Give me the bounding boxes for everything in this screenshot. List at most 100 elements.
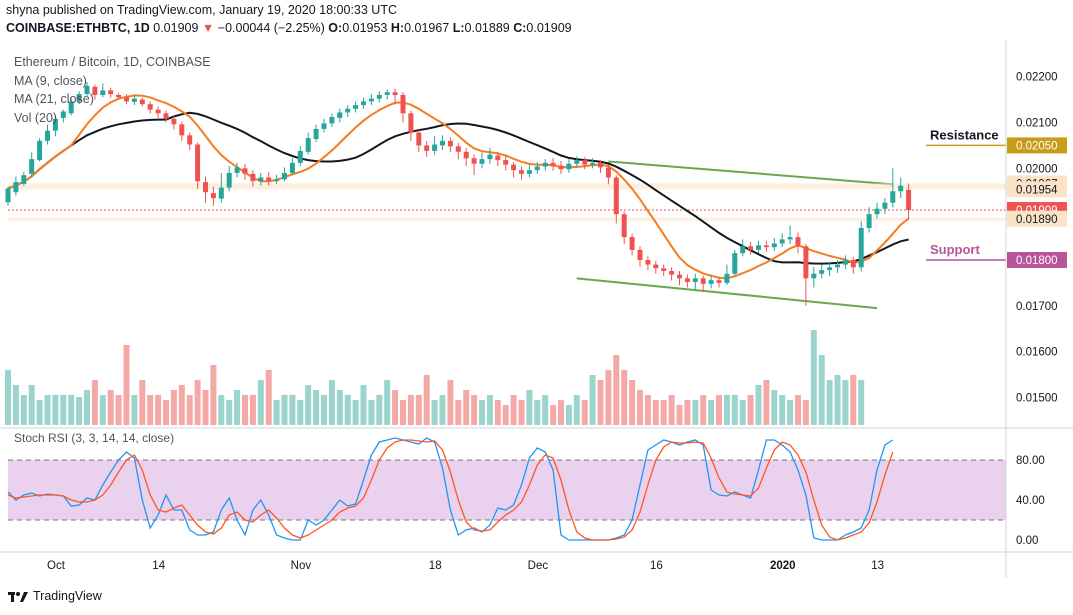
- change-value: −0.00044 (−2.25%): [217, 21, 325, 35]
- candle-body: [353, 105, 359, 109]
- volume-bar: [431, 400, 438, 425]
- candle-body: [566, 163, 572, 170]
- footer-brand-text: TradingView: [33, 589, 102, 603]
- volume-bar: [297, 400, 304, 425]
- candle-body: [463, 151, 469, 159]
- volume-bar: [692, 400, 699, 425]
- time-tick-label: Nov: [291, 560, 312, 572]
- axes: 0.02200 0.02100 0.02000 0.01700 0.01600 0.015…: [0, 40, 1073, 578]
- price-labels: 0.020500.019670.019540.019090.018900.018…: [1007, 137, 1067, 268]
- candle-body: [179, 124, 185, 136]
- legend-ma9[interactable]: MA (9, close): [14, 73, 87, 88]
- candle-body: [226, 172, 232, 188]
- candle-body: [763, 245, 769, 248]
- tradingview-logo-icon: [8, 592, 28, 602]
- candle-body: [274, 179, 280, 182]
- candle-body: [218, 187, 224, 199]
- volume-bar: [84, 390, 90, 425]
- change-arrow: ▼: [201, 21, 215, 35]
- candle-body: [740, 246, 746, 254]
- volume-bar: [502, 405, 509, 425]
- candle-body: [495, 155, 501, 161]
- price-label-bg: [1007, 210, 1067, 227]
- candle-body: [882, 202, 888, 209]
- trendline: [576, 277, 878, 310]
- price-tick-label: 0.01700: [1016, 301, 1058, 313]
- volume-bar: [123, 345, 130, 425]
- volume-bar: [147, 395, 154, 425]
- volume-bar: [91, 380, 98, 425]
- volume-bar: [787, 400, 794, 425]
- candle-body: [621, 214, 627, 238]
- price-label: 0.01890: [1016, 214, 1058, 226]
- volume-bar: [802, 400, 809, 425]
- candle-body: [645, 260, 651, 265]
- candle-body: [447, 140, 453, 147]
- volume-bar: [155, 395, 162, 425]
- candle-body: [732, 253, 738, 274]
- price-tick-label: 0.01600: [1016, 347, 1058, 359]
- candle-body: [432, 144, 438, 151]
- candle-body: [361, 101, 366, 106]
- candle-body: [629, 237, 635, 250]
- candle-body: [45, 130, 50, 141]
- volume-bar: [99, 395, 106, 425]
- candlesticks: [5, 82, 912, 306]
- volume-bar: [202, 390, 209, 425]
- price-tick-label: 0.02000: [1016, 163, 1058, 175]
- candle-body: [289, 162, 295, 173]
- volume-bar: [336, 390, 343, 425]
- volume-bar: [826, 380, 833, 425]
- volume-bar: [60, 395, 67, 425]
- volume-bar: [344, 395, 351, 425]
- stoch-rsi-title: Stoch RSI (3, 3, 14, 14, close): [14, 431, 174, 445]
- candle-body: [408, 113, 414, 133]
- candle-body: [511, 164, 517, 171]
- candle-body: [345, 108, 351, 113]
- candle-body: [337, 112, 343, 118]
- candle-body: [669, 271, 675, 275]
- price-label: 0.01800: [1016, 255, 1058, 267]
- volume-bar: [281, 395, 288, 425]
- candle-body: [313, 128, 319, 139]
- volume-bar: [652, 400, 659, 425]
- volume-bar: [850, 375, 857, 425]
- low-value: 0.01889: [464, 21, 510, 35]
- volume-bar: [265, 370, 272, 425]
- volume-bar: [352, 400, 359, 425]
- close-value: 0.01909: [526, 21, 572, 35]
- candle-body: [21, 175, 27, 184]
- open-label: O:: [328, 21, 343, 35]
- volume-bar: [747, 395, 754, 425]
- candle-body: [874, 208, 880, 215]
- candle-body: [116, 95, 122, 98]
- trendlines: [576, 160, 893, 310]
- candle-body: [282, 172, 287, 180]
- annotation-label: Resistance: [930, 127, 999, 142]
- volume-bar: [834, 375, 841, 425]
- candle-body: [819, 270, 825, 274]
- volume-bar: [384, 380, 391, 425]
- time-tick-label: 2020: [770, 560, 796, 572]
- candle-body: [850, 260, 856, 268]
- candle-body: [787, 237, 793, 240]
- rsi-tick-label: 0.00: [1016, 535, 1038, 547]
- legend-ma21[interactable]: MA (21, close): [14, 92, 94, 106]
- price-tick-label: 0.02100: [1016, 118, 1058, 130]
- candle-body: [653, 264, 659, 269]
- price-label-bg: [1007, 252, 1067, 268]
- stoch-rsi-lines: Stoch RSI (3, 3, 14, 14, close): [7, 431, 894, 541]
- volume-bars: [5, 330, 865, 425]
- footer-brand[interactable]: TradingView: [8, 589, 102, 603]
- chart-legend: Ethereum / Bitcoin, 1D, COINBASE MA (9, …: [14, 53, 211, 127]
- price-label: 0.01954: [1016, 184, 1058, 196]
- candle-body: [605, 167, 611, 178]
- candle-body: [858, 227, 864, 268]
- legend-title[interactable]: Ethereum / Bitcoin, 1D, COINBASE: [14, 55, 211, 69]
- legend-volume[interactable]: Vol (20): [14, 110, 58, 125]
- volume-bar: [407, 395, 414, 425]
- volume-bar: [131, 395, 138, 425]
- time-tick-label: Dec: [528, 560, 549, 572]
- candle-body: [5, 188, 11, 203]
- candle-body: [637, 249, 643, 260]
